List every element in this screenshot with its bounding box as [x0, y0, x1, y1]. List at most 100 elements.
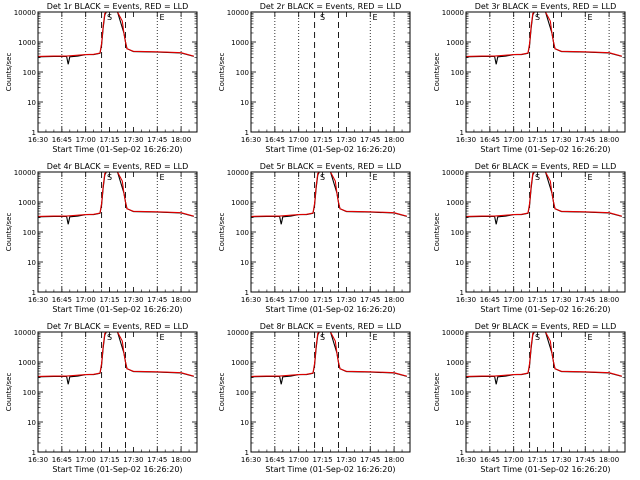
- x-tick-label: 16:30: [241, 296, 261, 304]
- y-tick-label: 10000: [14, 169, 36, 177]
- x-tick-label: 17:00: [76, 456, 96, 464]
- x-tick-label: 17:45: [360, 456, 380, 464]
- y-axis-label: Counts/sec: [5, 213, 13, 252]
- y-tick-label: 10000: [227, 9, 249, 17]
- y-axis-label: Counts/sec: [433, 53, 441, 92]
- y-tick-label: 10: [27, 99, 36, 107]
- y-tick-label: 1: [460, 289, 464, 297]
- x-tick-label: 17:45: [575, 456, 595, 464]
- x-tick-label: 16:45: [52, 296, 72, 304]
- panel-det-1: Det 1r BLACK = Events, RED = LLD Counts/s…: [5, 2, 198, 154]
- y-tick-label: 10000: [227, 329, 249, 337]
- y-tick-label: 100: [23, 389, 36, 397]
- y-tick-label: 1000: [231, 39, 249, 47]
- x-tick-label: 17:15: [99, 296, 119, 304]
- x-tick-label: 17:00: [76, 296, 96, 304]
- series-lld-line: [37, 11, 194, 57]
- y-tick-label: 10000: [442, 9, 464, 17]
- x-tick-label: 16:30: [456, 456, 476, 464]
- x-tick-label: 17:30: [123, 296, 143, 304]
- panel-title: Det 5r BLACK = Events, RED = LLD: [260, 162, 402, 171]
- series-lld-line: [465, 331, 622, 377]
- marker-label-s: S: [107, 173, 112, 182]
- y-tick-label: 10: [455, 259, 464, 267]
- x-tick-label: 17:30: [336, 136, 356, 144]
- x-tick-label: 18:00: [384, 136, 404, 144]
- x-tick-label: 16:30: [456, 136, 476, 144]
- marker-label-e: E: [159, 333, 164, 342]
- x-tick-label: 18:00: [599, 296, 619, 304]
- y-tick-label: 10000: [442, 169, 464, 177]
- marker-label-s: S: [320, 333, 325, 342]
- panel-title: Det 1r BLACK = Events, RED = LLD: [47, 2, 189, 11]
- marker-label-s: S: [535, 13, 540, 22]
- y-tick-label: 1: [245, 129, 249, 137]
- x-axis-label: Start Time (01-Sep-02 16:26:20): [265, 465, 395, 474]
- panel-det-2: Det 2r BLACK = Events, RED = LLD Counts/s…: [218, 2, 411, 154]
- panel-title: Det 8r BLACK = Events, RED = LLD: [260, 322, 402, 331]
- y-tick-label: 1000: [18, 359, 36, 367]
- x-tick-label: 17:15: [312, 296, 332, 304]
- y-axis-label: Counts/sec: [218, 53, 226, 92]
- y-tick-label: 10: [455, 99, 464, 107]
- x-tick-label: 16:30: [28, 456, 48, 464]
- x-tick-label: 17:00: [504, 296, 524, 304]
- x-tick-label: 17:30: [551, 296, 571, 304]
- y-tick-label: 100: [236, 389, 249, 397]
- y-axis-label: Counts/sec: [218, 213, 226, 252]
- panel-title: Det 9r BLACK = Events, RED = LLD: [475, 322, 617, 331]
- marker-label-s: S: [107, 333, 112, 342]
- x-axis-label: Start Time (01-Sep-02 16:26:20): [480, 145, 610, 154]
- x-tick-label: 17:00: [504, 136, 524, 144]
- y-tick-label: 10: [240, 99, 249, 107]
- panel-det-8: Det 8r BLACK = Events, RED = LLD Counts/s…: [218, 322, 411, 474]
- x-axis-label: Start Time (01-Sep-02 16:26:20): [52, 465, 182, 474]
- x-tick-label: 17:45: [147, 136, 167, 144]
- marker-label-e: E: [372, 333, 377, 342]
- x-tick-label: 17:00: [289, 456, 309, 464]
- x-tick-label: 17:15: [527, 136, 547, 144]
- panel-det-3: Det 3r BLACK = Events, RED = LLD Counts/s…: [433, 2, 626, 154]
- panel-det-5: Det 5r BLACK = Events, RED = LLD Counts/s…: [218, 162, 411, 314]
- y-tick-label: 1000: [18, 39, 36, 47]
- series-lld-line: [250, 331, 407, 377]
- x-tick-label: 17:30: [123, 136, 143, 144]
- y-tick-label: 1000: [231, 359, 249, 367]
- x-tick-label: 18:00: [384, 296, 404, 304]
- y-tick-label: 1000: [446, 199, 464, 207]
- series-lld-line: [37, 171, 194, 217]
- series-lld-line: [250, 171, 407, 217]
- x-tick-label: 16:45: [52, 456, 72, 464]
- y-tick-label: 1: [245, 449, 249, 457]
- y-tick-label: 1: [460, 129, 464, 137]
- marker-label-s: S: [320, 173, 325, 182]
- x-tick-label: 16:30: [456, 296, 476, 304]
- y-tick-label: 1000: [231, 199, 249, 207]
- x-tick-label: 17:30: [551, 456, 571, 464]
- x-tick-label: 17:45: [360, 136, 380, 144]
- x-tick-label: 16:45: [265, 136, 285, 144]
- marker-label-e: E: [159, 13, 164, 22]
- x-tick-label: 17:00: [504, 456, 524, 464]
- y-axis-label: Counts/sec: [433, 213, 441, 252]
- x-tick-label: 17:15: [312, 456, 332, 464]
- x-tick-label: 17:45: [147, 296, 167, 304]
- y-tick-label: 1: [460, 449, 464, 457]
- marker-label-s: S: [320, 13, 325, 22]
- y-tick-label: 1000: [18, 199, 36, 207]
- y-tick-label: 100: [23, 69, 36, 77]
- x-tick-label: 16:45: [480, 136, 500, 144]
- x-tick-label: 17:30: [336, 296, 356, 304]
- y-tick-label: 10000: [442, 329, 464, 337]
- y-tick-label: 1000: [446, 39, 464, 47]
- marker-label-s: S: [107, 13, 112, 22]
- x-tick-label: 16:30: [241, 456, 261, 464]
- x-axis-label: Start Time (01-Sep-02 16:26:20): [52, 305, 182, 314]
- panel-det-6: Det 6r BLACK = Events, RED = LLD Counts/s…: [433, 162, 626, 314]
- marker-label-e: E: [372, 173, 377, 182]
- x-tick-label: 17:15: [527, 456, 547, 464]
- x-tick-label: 17:15: [99, 456, 119, 464]
- y-tick-label: 10: [455, 419, 464, 427]
- marker-label-s: S: [535, 333, 540, 342]
